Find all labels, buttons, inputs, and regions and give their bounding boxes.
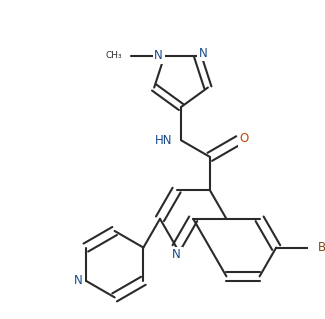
Text: N: N <box>172 248 181 261</box>
Text: Br: Br <box>318 241 325 254</box>
Text: O: O <box>240 132 249 145</box>
Text: N: N <box>74 274 83 287</box>
Text: CH₃: CH₃ <box>106 51 123 60</box>
Text: HN: HN <box>155 134 172 147</box>
Text: N: N <box>199 47 208 60</box>
Text: N: N <box>154 49 163 63</box>
